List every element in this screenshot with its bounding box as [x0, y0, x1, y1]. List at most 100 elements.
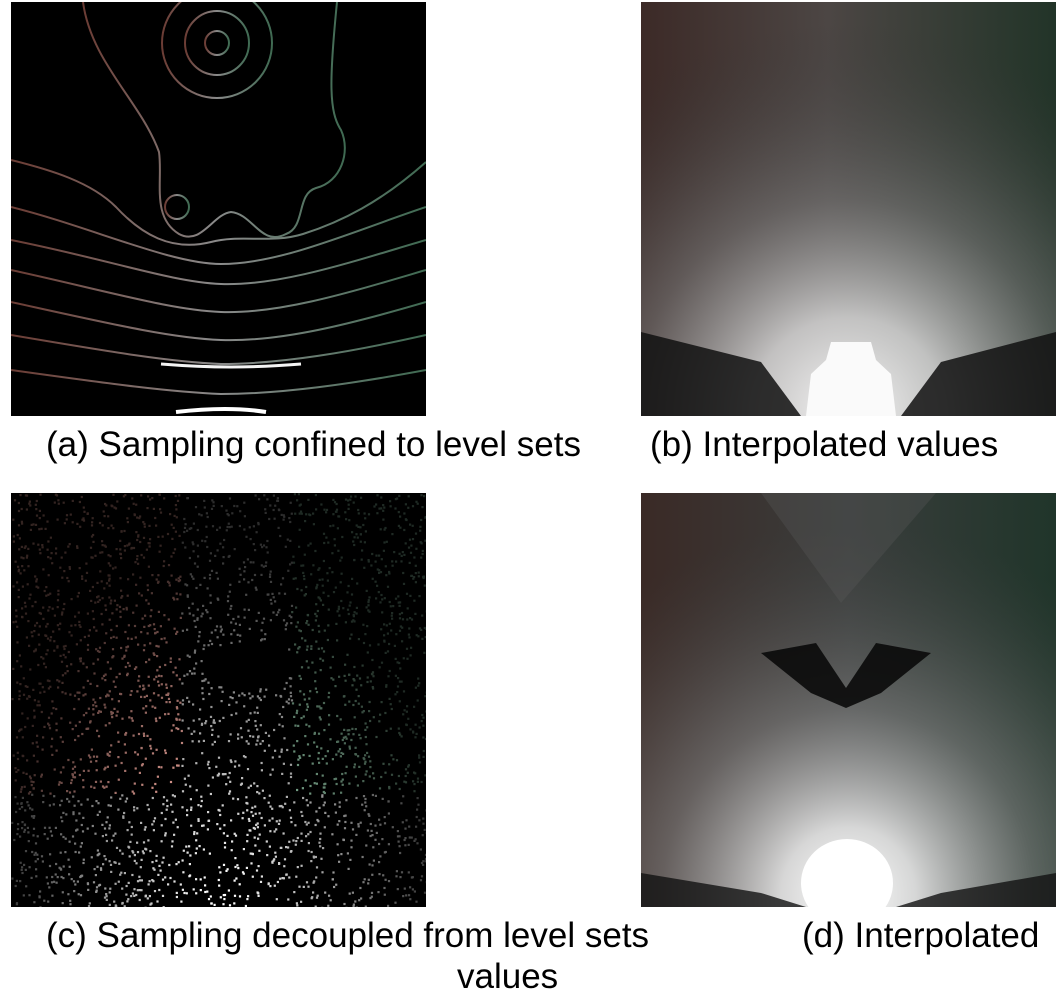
sample-point [61, 691, 64, 694]
sample-point [175, 706, 178, 709]
sample-point [355, 688, 358, 691]
sample-point [168, 581, 171, 584]
sample-point [299, 630, 302, 633]
sample-point [350, 846, 353, 849]
sample-point [266, 593, 269, 596]
sample-point [305, 799, 308, 802]
sample-point [210, 507, 214, 510]
sample-point [282, 518, 285, 521]
sample-point [394, 507, 397, 510]
sample-point [244, 566, 247, 569]
sample-point [162, 796, 166, 799]
sample-point [338, 515, 341, 518]
sample-point [409, 551, 413, 554]
sample-point [245, 593, 248, 596]
sample-point [108, 827, 111, 830]
sample-point [12, 518, 15, 521]
sample-point [68, 631, 71, 634]
sample-point [194, 852, 197, 855]
sample-point [86, 827, 89, 830]
sample-point [43, 833, 46, 836]
sample-point [420, 518, 423, 522]
sample-point [384, 711, 387, 715]
sample-point [28, 644, 31, 647]
sample-point [193, 667, 196, 670]
sample-point [16, 681, 19, 684]
sample-point [165, 683, 168, 686]
sample-point [318, 578, 321, 581]
sample-point [234, 834, 238, 837]
sample-point [292, 561, 296, 564]
sample-point [177, 727, 180, 731]
sample-point [421, 834, 424, 837]
sample-point [138, 898, 141, 902]
sample-point [247, 742, 250, 745]
sample-point [110, 524, 113, 527]
sample-point [389, 500, 392, 503]
sample-point [281, 806, 284, 809]
sample-point [254, 844, 257, 847]
sample-point [16, 641, 19, 644]
sample-point [407, 765, 410, 768]
sample-point [321, 659, 325, 662]
sample-point [269, 580, 273, 583]
sample-point [65, 813, 68, 816]
sample-point [39, 890, 42, 893]
sample-point [300, 589, 303, 592]
sample-point [61, 674, 64, 677]
sample-point [413, 783, 416, 786]
sample-point [28, 695, 31, 698]
sample-point [179, 701, 182, 704]
sample-point [266, 551, 269, 554]
sample-point [246, 809, 249, 812]
sample-point [12, 535, 15, 538]
sample-point [414, 532, 418, 535]
sample-point [246, 840, 249, 843]
sample-point [269, 830, 272, 833]
sample-point [197, 640, 200, 643]
sample-point [395, 560, 398, 563]
sample-point [316, 609, 319, 613]
sample-point [335, 502, 338, 506]
sample-point [295, 711, 298, 715]
sample-point [420, 875, 424, 878]
sample-point [165, 701, 168, 704]
sample-point [200, 514, 203, 517]
sample-point [38, 548, 41, 551]
sample-point [122, 816, 125, 819]
sample-point [115, 714, 118, 717]
sample-point [144, 757, 147, 760]
sample-point [69, 903, 72, 906]
sample-point [52, 707, 55, 710]
sample-point [254, 812, 257, 815]
caption-b: (b) Interpolated values [650, 425, 999, 464]
sample-point [295, 606, 298, 609]
sample-point [335, 508, 339, 511]
sample-point [298, 674, 301, 678]
sample-point [108, 891, 111, 894]
sample-point [163, 637, 166, 640]
sample-point [322, 790, 325, 794]
sample-point [186, 696, 189, 699]
sample-point [43, 690, 46, 693]
sample-point [410, 876, 413, 879]
sample-point [82, 694, 85, 697]
sample-point [325, 511, 328, 514]
sample-point [364, 728, 367, 731]
sample-point [242, 755, 246, 758]
sample-point [62, 835, 65, 839]
sample-point [369, 834, 372, 838]
sample-point [97, 595, 100, 598]
sample-point [178, 534, 181, 537]
sample-point [273, 728, 276, 732]
sample-point [139, 866, 142, 869]
sample-point [164, 817, 167, 821]
sample-point [154, 516, 157, 520]
sample-point [305, 660, 308, 663]
sample-point [332, 792, 335, 795]
sample-point [406, 705, 409, 708]
sample-point [23, 863, 26, 866]
sample-point [142, 852, 145, 855]
sample-point [201, 752, 204, 755]
sample-point [231, 512, 234, 515]
